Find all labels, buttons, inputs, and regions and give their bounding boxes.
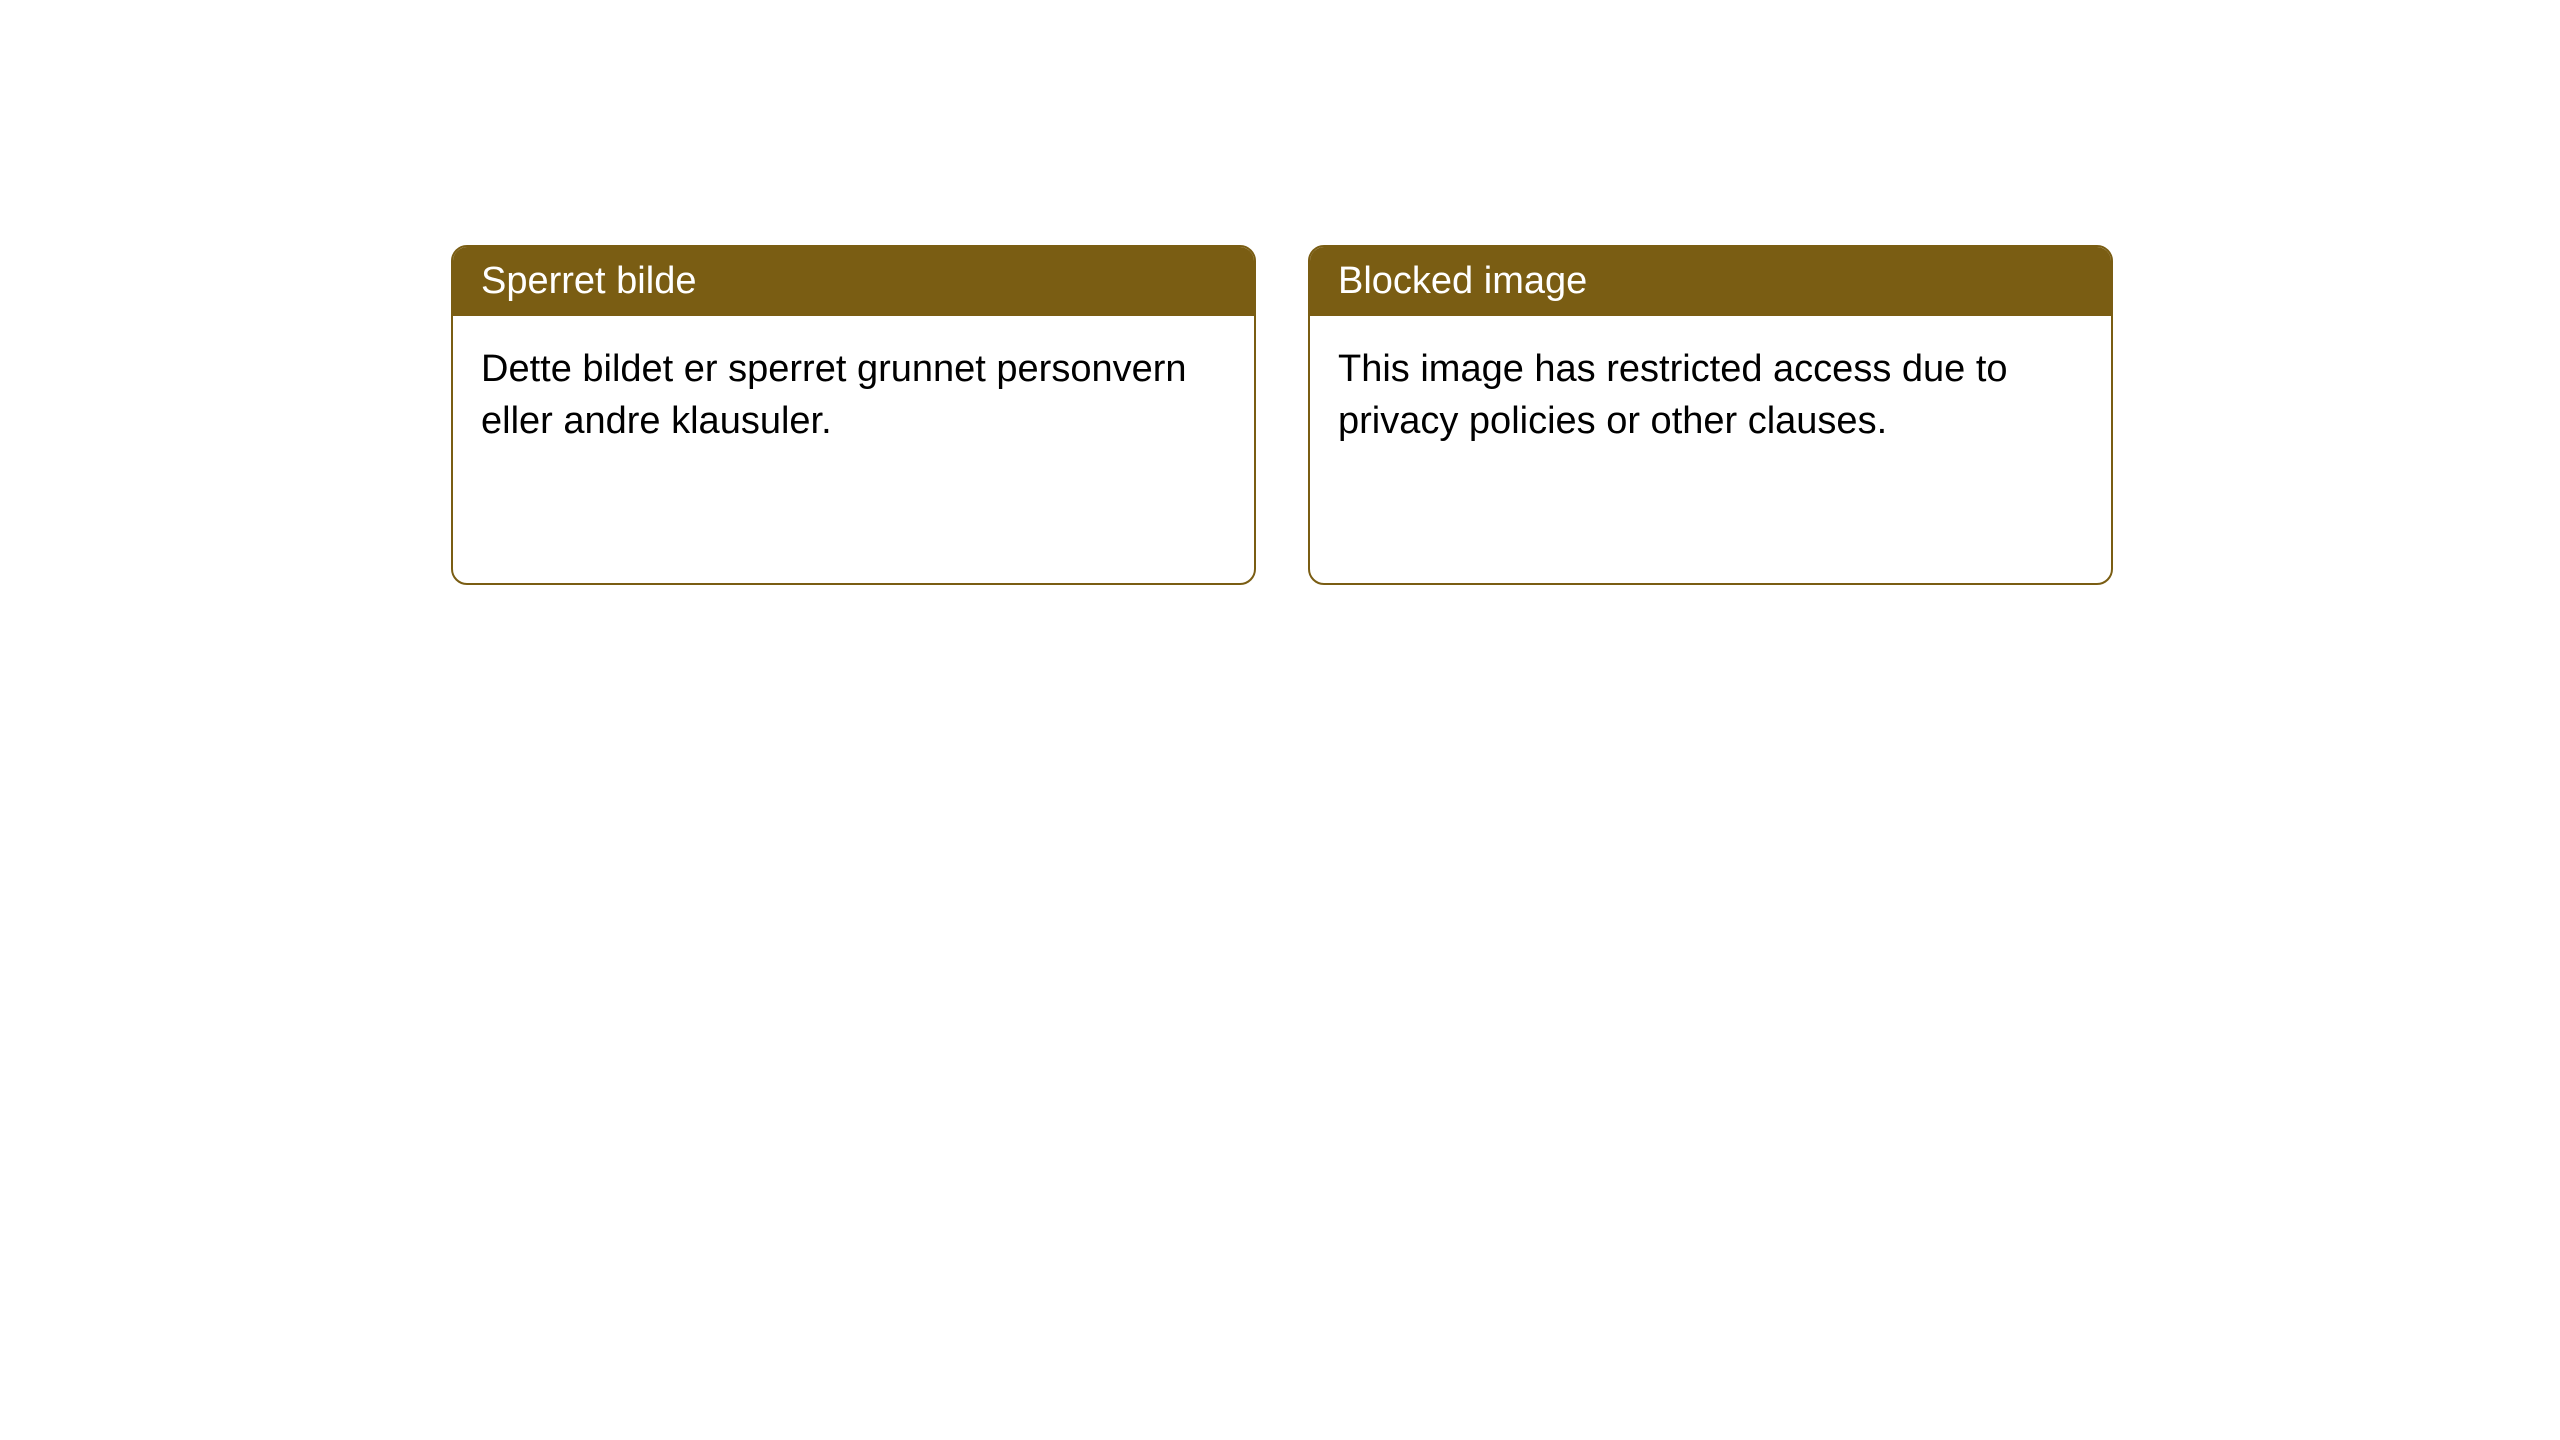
card-body: This image has restricted access due to … xyxy=(1310,316,2111,475)
card-title: Sperret bilde xyxy=(481,260,696,302)
blocked-image-card-english: Blocked image This image has restricted … xyxy=(1308,245,2113,585)
blocked-image-card-norwegian: Sperret bilde Dette bildet er sperret gr… xyxy=(451,245,1256,585)
card-header: Blocked image xyxy=(1310,247,2111,316)
card-body-text: Dette bildet er sperret grunnet personve… xyxy=(481,348,1187,441)
card-title: Blocked image xyxy=(1338,260,1587,302)
card-header: Sperret bilde xyxy=(453,247,1254,316)
card-body: Dette bildet er sperret grunnet personve… xyxy=(453,316,1254,475)
card-body-text: This image has restricted access due to … xyxy=(1338,348,2008,441)
blocked-image-notice-container: Sperret bilde Dette bildet er sperret gr… xyxy=(451,245,2113,585)
